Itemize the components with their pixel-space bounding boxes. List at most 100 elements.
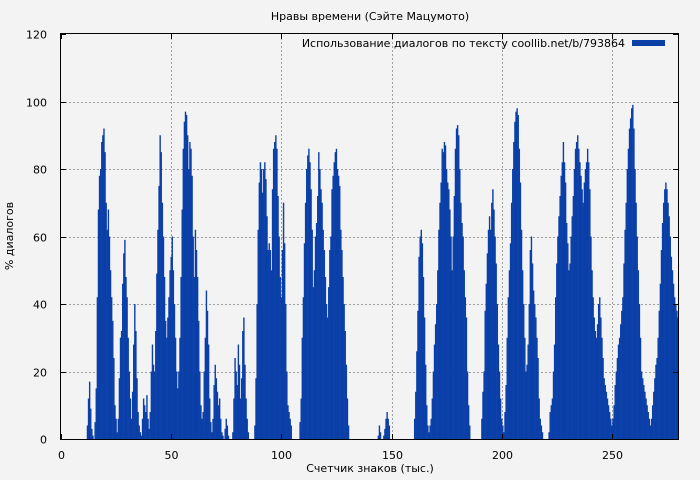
bar (94, 422, 96, 440)
bar (274, 142, 276, 439)
bar (623, 263, 625, 439)
bar (288, 412, 290, 439)
bar (210, 422, 212, 440)
bar (279, 277, 281, 439)
bar (304, 202, 307, 439)
bar (602, 358, 604, 439)
bar (192, 236, 194, 439)
bars (86, 104, 679, 440)
bar (499, 398, 502, 439)
bar (560, 175, 562, 439)
bar (519, 182, 522, 439)
bar (464, 297, 467, 439)
bar (247, 432, 249, 439)
bar (491, 202, 493, 439)
bar (506, 337, 508, 439)
bar (99, 169, 102, 439)
bar (205, 290, 208, 439)
bar (671, 270, 674, 439)
bar (465, 317, 468, 439)
bar (582, 202, 584, 439)
bar (646, 405, 648, 439)
bar (163, 277, 166, 439)
bar (188, 169, 190, 439)
bar (639, 337, 642, 439)
bar (534, 304, 536, 439)
bar (567, 243, 569, 439)
bar (174, 337, 177, 439)
bar (122, 283, 124, 439)
y-tick-label: 60 (33, 232, 47, 245)
bar (655, 364, 657, 439)
bar (308, 148, 310, 439)
bar (583, 182, 586, 439)
bar (638, 304, 641, 439)
bar (150, 371, 153, 439)
bar (141, 418, 144, 439)
bar (585, 162, 588, 439)
bar (458, 135, 460, 439)
bar (422, 277, 425, 439)
bar (300, 398, 302, 439)
bar (325, 304, 328, 439)
bar (140, 435, 143, 440)
bar (282, 202, 285, 439)
y-tick-label: 40 (33, 299, 47, 312)
bar (452, 236, 454, 439)
bar (171, 236, 173, 439)
bar (429, 425, 431, 439)
bar (496, 304, 499, 439)
bar (505, 385, 507, 439)
bar (426, 405, 428, 439)
bar (597, 304, 600, 439)
bar (421, 243, 424, 439)
bar (563, 162, 566, 439)
bar (195, 250, 198, 439)
bar (626, 169, 629, 439)
bar (318, 152, 320, 440)
bar (416, 351, 418, 439)
bar (613, 405, 615, 439)
bar (664, 189, 666, 439)
bar (130, 418, 133, 439)
bar (559, 196, 561, 439)
bar (301, 337, 303, 439)
bar (90, 408, 92, 440)
bar (586, 148, 589, 439)
bar (467, 405, 470, 439)
bar (178, 371, 180, 439)
y-tick-label: 20 (33, 367, 47, 380)
bar (313, 270, 316, 439)
bar (556, 263, 558, 439)
bar (495, 263, 497, 439)
bar (594, 331, 597, 439)
bar (523, 304, 525, 439)
bar (378, 425, 381, 439)
bar (216, 391, 219, 439)
bar (242, 331, 244, 439)
bar (97, 209, 100, 439)
bar (620, 324, 622, 439)
bar (516, 108, 518, 439)
bar (673, 297, 676, 439)
bar (214, 364, 216, 439)
bar (579, 162, 581, 439)
legend: Использование диалогов по тексту coollib… (302, 37, 665, 50)
bar (232, 432, 234, 439)
bar (256, 304, 258, 439)
bar (258, 182, 261, 439)
bar (624, 229, 626, 439)
bar (91, 428, 93, 440)
bar (437, 270, 439, 439)
bar (319, 169, 321, 439)
bar (660, 250, 663, 439)
bar (144, 405, 146, 439)
bar (234, 358, 236, 439)
bar (603, 378, 605, 439)
bar (427, 425, 429, 439)
bar (504, 412, 506, 439)
bar (264, 162, 266, 439)
y-tick-label: 80 (33, 164, 47, 177)
bar (329, 250, 331, 439)
